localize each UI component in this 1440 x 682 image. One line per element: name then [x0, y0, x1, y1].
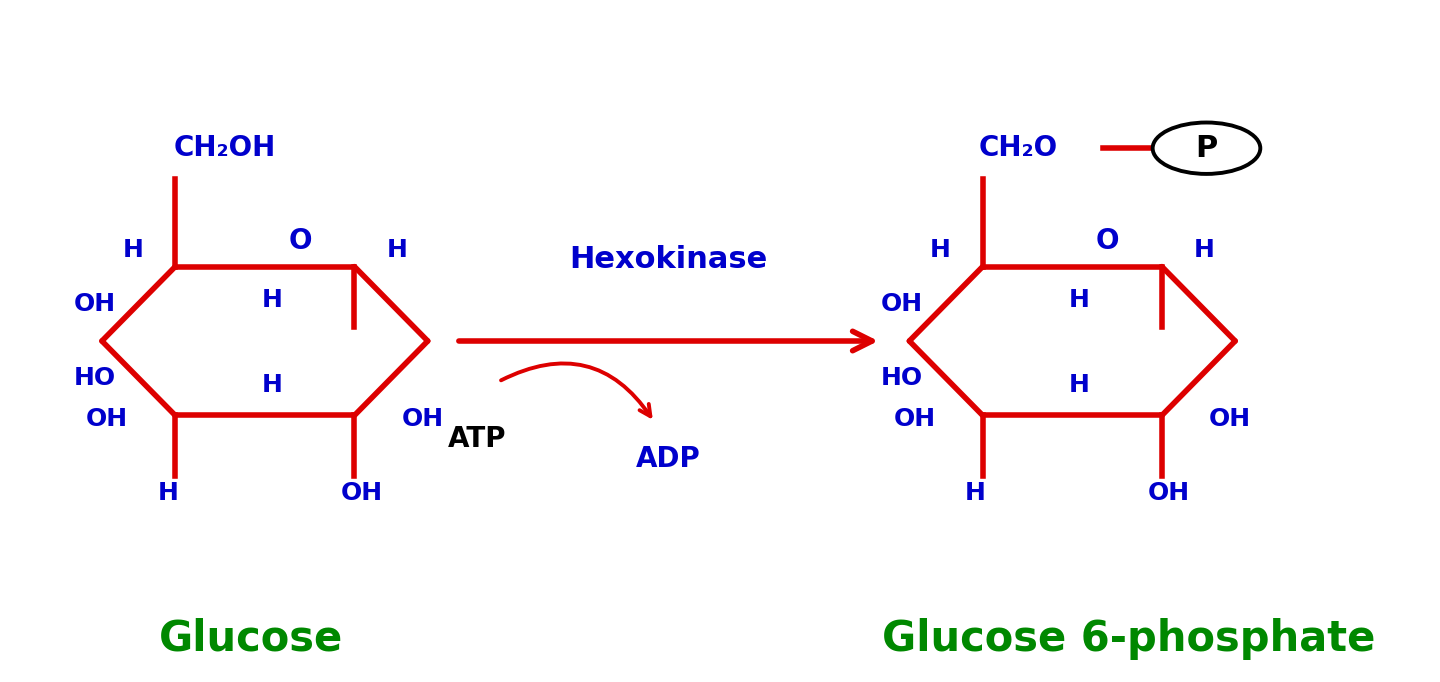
Text: HO: HO [881, 366, 923, 390]
Text: H: H [386, 238, 408, 262]
Text: Hexokinase: Hexokinase [569, 246, 768, 274]
Text: H: H [965, 481, 986, 505]
Text: OH: OH [1148, 481, 1189, 505]
Text: H: H [158, 481, 179, 505]
FancyArrowPatch shape [501, 364, 651, 416]
Text: OH: OH [86, 406, 128, 431]
Text: OH: OH [894, 406, 936, 431]
Text: OH: OH [73, 292, 115, 316]
Text: ADP: ADP [636, 445, 701, 473]
Text: OH: OH [340, 481, 383, 505]
Text: ATP: ATP [448, 425, 507, 453]
Text: CH₂O: CH₂O [979, 134, 1057, 162]
Text: HO: HO [73, 366, 115, 390]
Text: O: O [288, 227, 312, 255]
Text: OH: OH [881, 292, 923, 316]
Text: H: H [262, 373, 282, 397]
Text: H: H [122, 238, 143, 262]
Text: OH: OH [402, 406, 444, 431]
Text: H: H [1068, 373, 1090, 397]
Text: Glucose 6-phosphate: Glucose 6-phosphate [883, 618, 1375, 659]
Text: H: H [930, 238, 950, 262]
Text: OH: OH [1208, 406, 1251, 431]
Circle shape [1152, 123, 1260, 174]
Text: H: H [1194, 238, 1215, 262]
Text: CH₂OH: CH₂OH [174, 134, 276, 162]
Text: Glucose: Glucose [158, 618, 343, 659]
Text: H: H [262, 288, 282, 312]
Text: P: P [1195, 134, 1218, 163]
Text: H: H [1068, 288, 1090, 312]
Text: O: O [1096, 227, 1119, 255]
